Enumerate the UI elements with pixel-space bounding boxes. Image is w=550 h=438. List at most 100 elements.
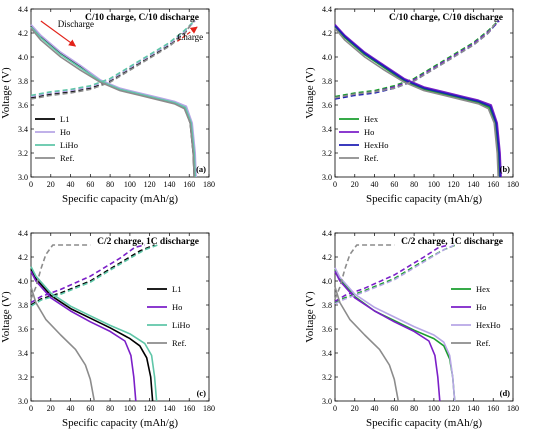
legend-label: Ho — [364, 127, 374, 137]
plot-frame — [334, 232, 514, 402]
discharge-annotation: Discharge — [58, 19, 94, 29]
y-tick-label: 4.0 — [18, 277, 28, 286]
y-tick-label: 4.4 — [322, 5, 332, 14]
discharge-arrow — [40, 20, 77, 47]
legend-label: HexHo — [364, 140, 389, 150]
legend-label: Ref. — [364, 153, 378, 163]
x-tick-label: 20 — [47, 180, 55, 189]
x-tick-label: 140 — [467, 404, 479, 413]
charge-line-ref — [30, 20, 194, 100]
discharge-line-ref — [334, 27, 499, 178]
x-tick-label: 0 — [29, 404, 33, 413]
y-tick-label: 3.4 — [18, 349, 28, 358]
x-tick-label: 140 — [163, 404, 175, 413]
x-tick-label: 40 — [371, 180, 379, 189]
x-tick-label: 0 — [333, 180, 337, 189]
x-tick-label: 40 — [371, 404, 379, 413]
plot-frame — [30, 232, 210, 402]
charge-line-ref — [334, 244, 395, 300]
panel-tag: (b) — [500, 164, 511, 174]
charge-line-ho — [334, 244, 449, 303]
discharge-line-ref — [334, 286, 400, 402]
discharge-line-hex — [334, 26, 500, 178]
x-tick-label: 160 — [183, 404, 195, 413]
x-tick-label: 120 — [144, 404, 156, 413]
legend-label: LiHo — [60, 140, 78, 150]
y-tick-label: 4.0 — [322, 277, 332, 286]
discharge-line-liho — [30, 266, 158, 402]
legend-label: HexHo — [476, 320, 501, 330]
y-axis-title: Voltage (V) — [0, 67, 12, 119]
plot-frame — [334, 8, 514, 178]
x-tick-label: 180 — [507, 180, 519, 189]
panel-tag: (c) — [197, 388, 207, 398]
x-tick-label: 100 — [124, 180, 136, 189]
x-tick-label: 180 — [507, 404, 519, 413]
chart-panel-3: 0 20 40 60 80 100 120 140 160 180 3.0 3.2 3.4 3.6 3.8 4… — [0, 229, 215, 429]
y-tick-label: 4.2 — [322, 29, 332, 38]
x-axis-title: Specific capacity (mAh/g) — [366, 417, 482, 429]
y-tick-label: 3.4 — [18, 125, 28, 134]
legend-label: Ref. — [60, 153, 74, 163]
y-tick-label: 4.4 — [322, 229, 332, 238]
legend-label: Ho — [60, 127, 70, 137]
y-tick-label: 4.0 — [322, 53, 332, 62]
y-tick-label: 3.2 — [322, 373, 332, 382]
x-tick-label: 20 — [351, 404, 359, 413]
y-tick-label: 4.2 — [18, 253, 28, 262]
charge-line-ho — [30, 20, 196, 98]
panel-title: C/2 charge, 1C discharge — [97, 237, 199, 247]
y-tick-label: 3.2 — [18, 149, 28, 158]
legend: L1 Ho LiHo Ref. — [147, 284, 190, 348]
y-tick-label: 4.4 — [18, 5, 28, 14]
x-axis-title: Specific capacity (mAh/g) — [62, 417, 178, 429]
x-tick-label: 100 — [428, 180, 440, 189]
chart-panel-4: 0 20 40 60 80 100 120 140 160 180 3.0 3.2 3.4 3.6 3.8 4… — [304, 229, 519, 429]
charge-line-liho — [30, 244, 158, 307]
discharge-line-ref — [30, 27, 195, 178]
x-tick-label: 80 — [106, 180, 114, 189]
charge-line-hex — [334, 20, 499, 98]
legend-label: Ref. — [172, 338, 186, 348]
y-tick-label: 3.4 — [322, 349, 332, 358]
x-tick-label: 160 — [183, 180, 195, 189]
charge-annotation: Charge — [177, 32, 203, 42]
y-tick-label: 3.0 — [18, 397, 28, 406]
x-tick-label: 60 — [86, 180, 94, 189]
y-tick-label: 3.6 — [322, 325, 332, 334]
y-tick-label: 3.8 — [322, 301, 332, 310]
x-tick-label: 180 — [203, 404, 215, 413]
discharge-line-ho — [30, 271, 137, 402]
y-tick-label: 3.2 — [18, 373, 28, 382]
x-tick-label: 60 — [86, 404, 94, 413]
discharge-line-ref — [30, 286, 96, 402]
panel-tag: (a) — [196, 164, 206, 174]
chart-panel-2: 0 20 40 60 80 100 120 140 160 180 3.0 3.2 3.4 3.6 3.8 4… — [304, 5, 519, 205]
x-tick-label: 40 — [67, 180, 75, 189]
x-tick-label: 140 — [163, 180, 175, 189]
y-tick-label: 3.8 — [322, 77, 332, 86]
charge-line-ho — [30, 244, 145, 304]
x-tick-label: 80 — [106, 404, 114, 413]
x-axis-title: Specific capacity (mAh/g) — [62, 193, 178, 205]
legend-label: LiHo — [172, 320, 190, 330]
x-axis-title: Specific capacity (mAh/g) — [366, 193, 482, 205]
panel-title: C/10 charge, C/10 discharge — [389, 13, 503, 23]
y-tick-label: 4.2 — [18, 29, 28, 38]
charge-line-ref — [30, 244, 91, 300]
discharge-line-ho — [334, 24, 502, 178]
x-tick-label: 100 — [428, 404, 440, 413]
legend-label: L1 — [60, 114, 69, 124]
x-tick-label: 20 — [351, 180, 359, 189]
y-tick-label: 4.4 — [18, 229, 28, 238]
x-tick-label: 140 — [467, 180, 479, 189]
y-tick-label: 3.2 — [322, 149, 332, 158]
x-tick-label: 80 — [410, 180, 418, 189]
x-tick-label: 0 — [333, 404, 337, 413]
y-tick-label: 4.2 — [322, 253, 332, 262]
y-tick-label: 3.0 — [322, 173, 332, 182]
x-tick-label: 120 — [144, 180, 156, 189]
y-axis-title: Voltage (V) — [0, 291, 12, 343]
